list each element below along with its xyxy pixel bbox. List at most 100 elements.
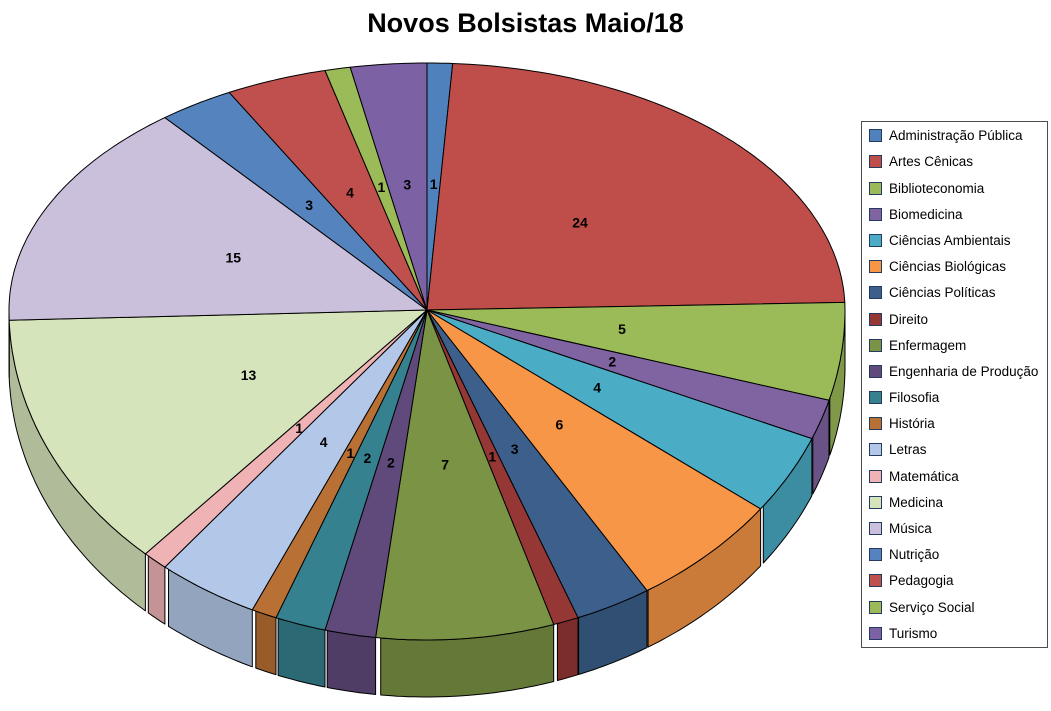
legend-item[interactable]: Ciências Ambientais: [869, 228, 1047, 253]
legend-swatch-icon: [869, 626, 882, 640]
data-label: 13: [241, 367, 257, 383]
legend-label: História: [889, 416, 935, 432]
legend-swatch-icon: [869, 600, 882, 614]
pie-slice[interactable]: [426, 309, 648, 619]
legend-swatch-icon: [869, 129, 882, 143]
pie-slice[interactable]: [324, 66, 428, 311]
legend-swatch-icon: [869, 155, 882, 169]
data-label: 2: [364, 450, 372, 466]
legend-label: Artes Cênicas: [889, 154, 974, 170]
legend-label: Ciências Políticas: [889, 285, 996, 301]
legend-swatch-icon: [869, 260, 882, 274]
legend-swatch-icon: [869, 443, 882, 457]
data-label: 15: [226, 249, 242, 265]
legend-item[interactable]: Biblioteconomia: [869, 176, 1047, 201]
data-label: 3: [403, 177, 411, 193]
legend-label: Biblioteconomia: [889, 180, 985, 196]
legend-item[interactable]: Enfermagem: [869, 333, 1047, 358]
pie-slice[interactable]: [228, 70, 428, 311]
legend-item[interactable]: Nutrição: [869, 542, 1047, 567]
pie-slice[interactable]: [426, 63, 846, 311]
data-label: 7: [441, 456, 449, 472]
legend-label: Letras: [889, 442, 927, 458]
legend-item[interactable]: Pedagogia: [869, 568, 1047, 593]
legend-label: Biomedicina: [889, 206, 963, 222]
legend-swatch-icon: [869, 391, 882, 405]
pie-slice[interactable]: [251, 309, 428, 619]
pie-slice[interactable]: [426, 301, 846, 401]
pie-slice[interactable]: [324, 309, 428, 638]
legend-label: Música: [889, 521, 932, 536]
legend-item[interactable]: Artes Cênicas: [869, 149, 1047, 174]
legend-item[interactable]: Engenharia de Produção: [869, 359, 1047, 384]
legend-item[interactable]: Turismo: [869, 621, 1047, 646]
legend-label: Administração Pública: [889, 128, 1023, 144]
pie-slice[interactable]: [8, 309, 428, 555]
pie-slice[interactable]: [8, 117, 428, 321]
pie-slice[interactable]: [375, 309, 555, 641]
pie-slice[interactable]: [426, 309, 579, 625]
legend-item[interactable]: Filosofia: [869, 385, 1047, 410]
data-label: 1: [430, 176, 438, 192]
legend-swatch-icon: [869, 574, 882, 588]
pie-slice-side: [556, 617, 579, 681]
pie-slice-side: [326, 630, 377, 695]
legend-item[interactable]: História: [869, 411, 1047, 436]
data-label: 1: [378, 179, 386, 195]
legend-label: Nutrição: [889, 547, 940, 563]
data-label: 2: [387, 455, 395, 471]
legend-item[interactable]: Serviço Social: [869, 595, 1047, 620]
pie-slice[interactable]: [275, 309, 428, 631]
pie-slice-side: [255, 610, 277, 676]
pie-slice[interactable]: [426, 309, 813, 510]
data-label: 2: [608, 354, 616, 370]
legend-label: Pedagogia: [889, 573, 954, 589]
legend-swatch-icon: [869, 312, 882, 326]
pie-slice[interactable]: [349, 62, 428, 311]
legend-swatch-icon: [869, 469, 882, 483]
legend-swatch-icon: [869, 286, 882, 300]
legend-label: Ciências Biológicas: [889, 259, 1007, 275]
data-label: 1: [295, 420, 303, 436]
legend-swatch-icon: [869, 522, 882, 535]
data-label: 24: [572, 214, 588, 230]
legend-item[interactable]: Ciências Biológicas: [869, 254, 1047, 279]
pie-slice[interactable]: [164, 91, 428, 311]
legend-item[interactable]: Administração Pública: [869, 123, 1047, 148]
legend-swatch-icon: [869, 495, 882, 509]
data-label: 4: [593, 380, 601, 396]
legend-label: Matemática: [889, 468, 959, 484]
legend: Administração Pública Artes Cênicas Biblio…: [861, 121, 1048, 648]
legend-label: Engenharia de Produção: [889, 363, 1039, 379]
legend-item[interactable]: Direito: [869, 307, 1047, 332]
legend-item[interactable]: Música: [869, 516, 1047, 541]
legend-swatch-icon: [869, 207, 882, 221]
legend-item[interactable]: Ciências Políticas: [869, 280, 1047, 305]
data-label: 5: [618, 321, 626, 337]
pie-slice[interactable]: [426, 309, 762, 592]
legend-label: Enfermagem: [889, 337, 967, 353]
legend-swatch-icon: [869, 417, 882, 431]
legend-item[interactable]: Biomedicina: [869, 202, 1047, 227]
pie-slice[interactable]: [144, 309, 428, 568]
legend-swatch-icon: [869, 364, 882, 378]
pie-slice[interactable]: [426, 309, 830, 440]
legend-item[interactable]: Matemática: [869, 464, 1047, 489]
data-label: 1: [488, 448, 496, 464]
pie-slice-side: [147, 555, 166, 625]
legend-swatch-icon: [869, 338, 882, 352]
legend-label: Direito: [889, 311, 929, 327]
legend-item[interactable]: Medicina: [869, 490, 1047, 515]
legend-label: Medicina: [889, 494, 944, 510]
pie-slice[interactable]: [164, 309, 428, 611]
legend-label: Filosofia: [889, 390, 940, 406]
legend-label: Serviço Social: [889, 599, 975, 615]
legend-swatch-icon: [869, 548, 882, 562]
legend-label: Ciências Ambientais: [889, 232, 1011, 248]
data-label: 4: [320, 434, 328, 450]
legend-label: Turismo: [889, 625, 938, 641]
legend-item[interactable]: Letras: [869, 437, 1047, 462]
data-label: 3: [305, 197, 313, 213]
